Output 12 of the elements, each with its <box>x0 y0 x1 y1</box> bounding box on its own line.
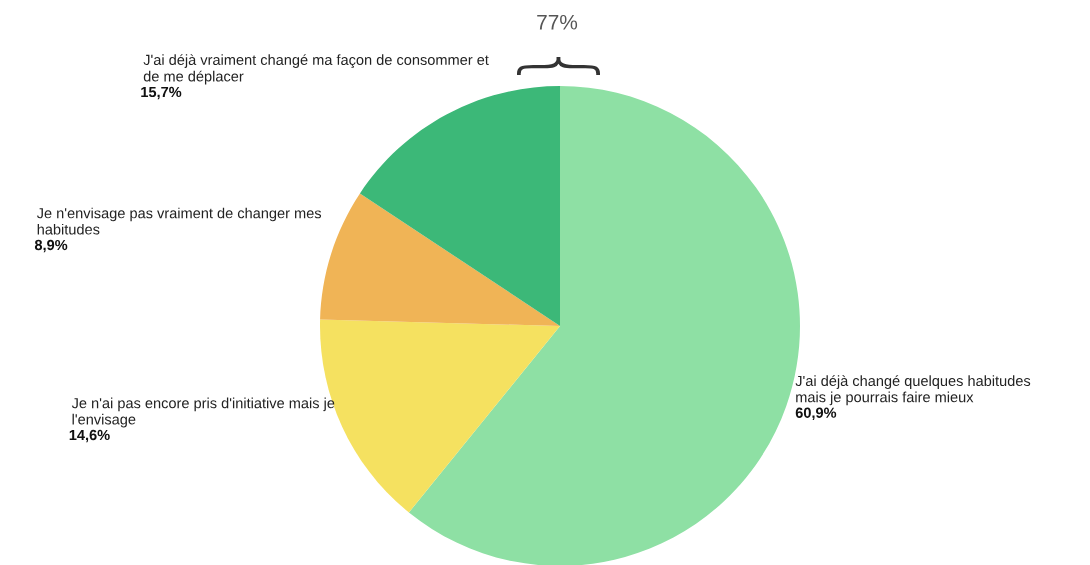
slice-label: Je n'ai pas encore pris d'initiative mais je l'envisage <box>71 397 335 428</box>
pie-slice <box>320 193 560 326</box>
data-label: 15,7% <box>141 86 182 100</box>
text: 77% <box>537 14 578 30</box>
data-label: 14,6% <box>69 429 110 443</box>
slice-label: Je n'envisage pas vraiment de changer mes habitudes <box>36 207 322 235</box>
data-label: 60,9% <box>795 407 837 420</box>
pie-slice <box>320 319 560 513</box>
pie-slice <box>359 86 560 326</box>
slice-label: J'ai déjà vraiment changé ma façon de consommer et de me déplacer <box>143 54 489 85</box>
data-label: 8,9% <box>34 239 68 253</box>
slice-label: J'ai déjà changé quelques habitudes mais je pourrais faire mieux <box>795 375 1031 406</box>
